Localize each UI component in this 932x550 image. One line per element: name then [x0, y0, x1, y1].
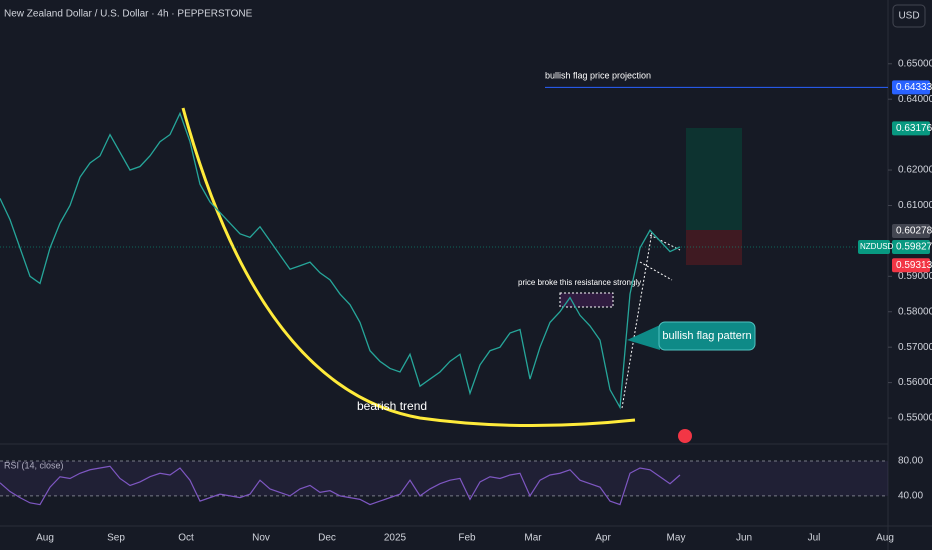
annotation: bullish flag pattern [662, 330, 751, 342]
x-tick-label: 2025 [384, 533, 407, 544]
y-tick-label: 0.58000 [898, 306, 932, 317]
currency-button[interactable] [892, 4, 926, 28]
price-label: 0.59313 [896, 260, 932, 271]
x-tick-label: Aug [876, 533, 894, 544]
chart-title: New Zealand Dollar / U.S. Dollar · 4h · … [4, 9, 253, 20]
callout-pointer [627, 325, 660, 350]
callout [658, 321, 756, 351]
x-tick-label: Aug [36, 533, 54, 544]
price-label: 0.59827 [896, 242, 932, 253]
y-tick-label: 0.62000 [898, 165, 932, 176]
x-tick-label: Feb [458, 533, 476, 544]
y-tick-label: 0.56000 [898, 377, 932, 388]
rsi-title: RSI (14, close) [4, 460, 64, 470]
symbol-label: NZDUSD [860, 242, 894, 251]
price-label-box [892, 224, 930, 239]
target-zone [686, 128, 742, 230]
y-tick-label: 0.55000 [898, 413, 932, 424]
y-tick-label: 0.64000 [898, 94, 932, 105]
price-line [0, 111, 681, 410]
symbol-box [858, 240, 890, 255]
annotation: bullish flag price projection [545, 70, 651, 80]
price-label-box [892, 258, 930, 273]
bearish-curve [181, 107, 636, 428]
currency[interactable]: USD [898, 11, 919, 22]
y-tick-label: 0.57000 [898, 342, 932, 353]
rsi-tick-label: 40.00 [898, 491, 923, 502]
annotation: bearish trend [357, 399, 427, 413]
annotation: price broke this resistance strongly [518, 278, 641, 287]
x-tick-label: May [667, 533, 686, 544]
x-tick-label: Jun [736, 533, 752, 544]
price-label-box [892, 80, 930, 95]
rsi-band [0, 461, 888, 496]
x-tick-label: Sep [107, 533, 125, 544]
y-tick-label: 0.61000 [898, 200, 932, 211]
price-label: 0.64333 [896, 82, 932, 93]
price-label-box [892, 240, 930, 255]
x-tick-label: Apr [595, 533, 611, 544]
price-label: 0.63176 [896, 123, 932, 134]
rsi-tick-label: 80.00 [898, 456, 923, 467]
price-label-box [892, 121, 930, 136]
rsi-line [0, 465, 681, 506]
price-label: 0.60278 [896, 226, 932, 237]
x-tick-label: Mar [524, 533, 542, 544]
y-tick-label: 0.59000 [898, 271, 932, 282]
x-tick-label: Oct [178, 533, 194, 544]
x-tick-label: Dec [318, 533, 336, 544]
x-tick-label: Nov [252, 533, 270, 544]
x-tick-label: Jul [808, 533, 821, 544]
event-icon[interactable] [678, 429, 692, 443]
y-tick-label: 0.65000 [898, 58, 932, 69]
flag-lines [621, 231, 681, 409]
